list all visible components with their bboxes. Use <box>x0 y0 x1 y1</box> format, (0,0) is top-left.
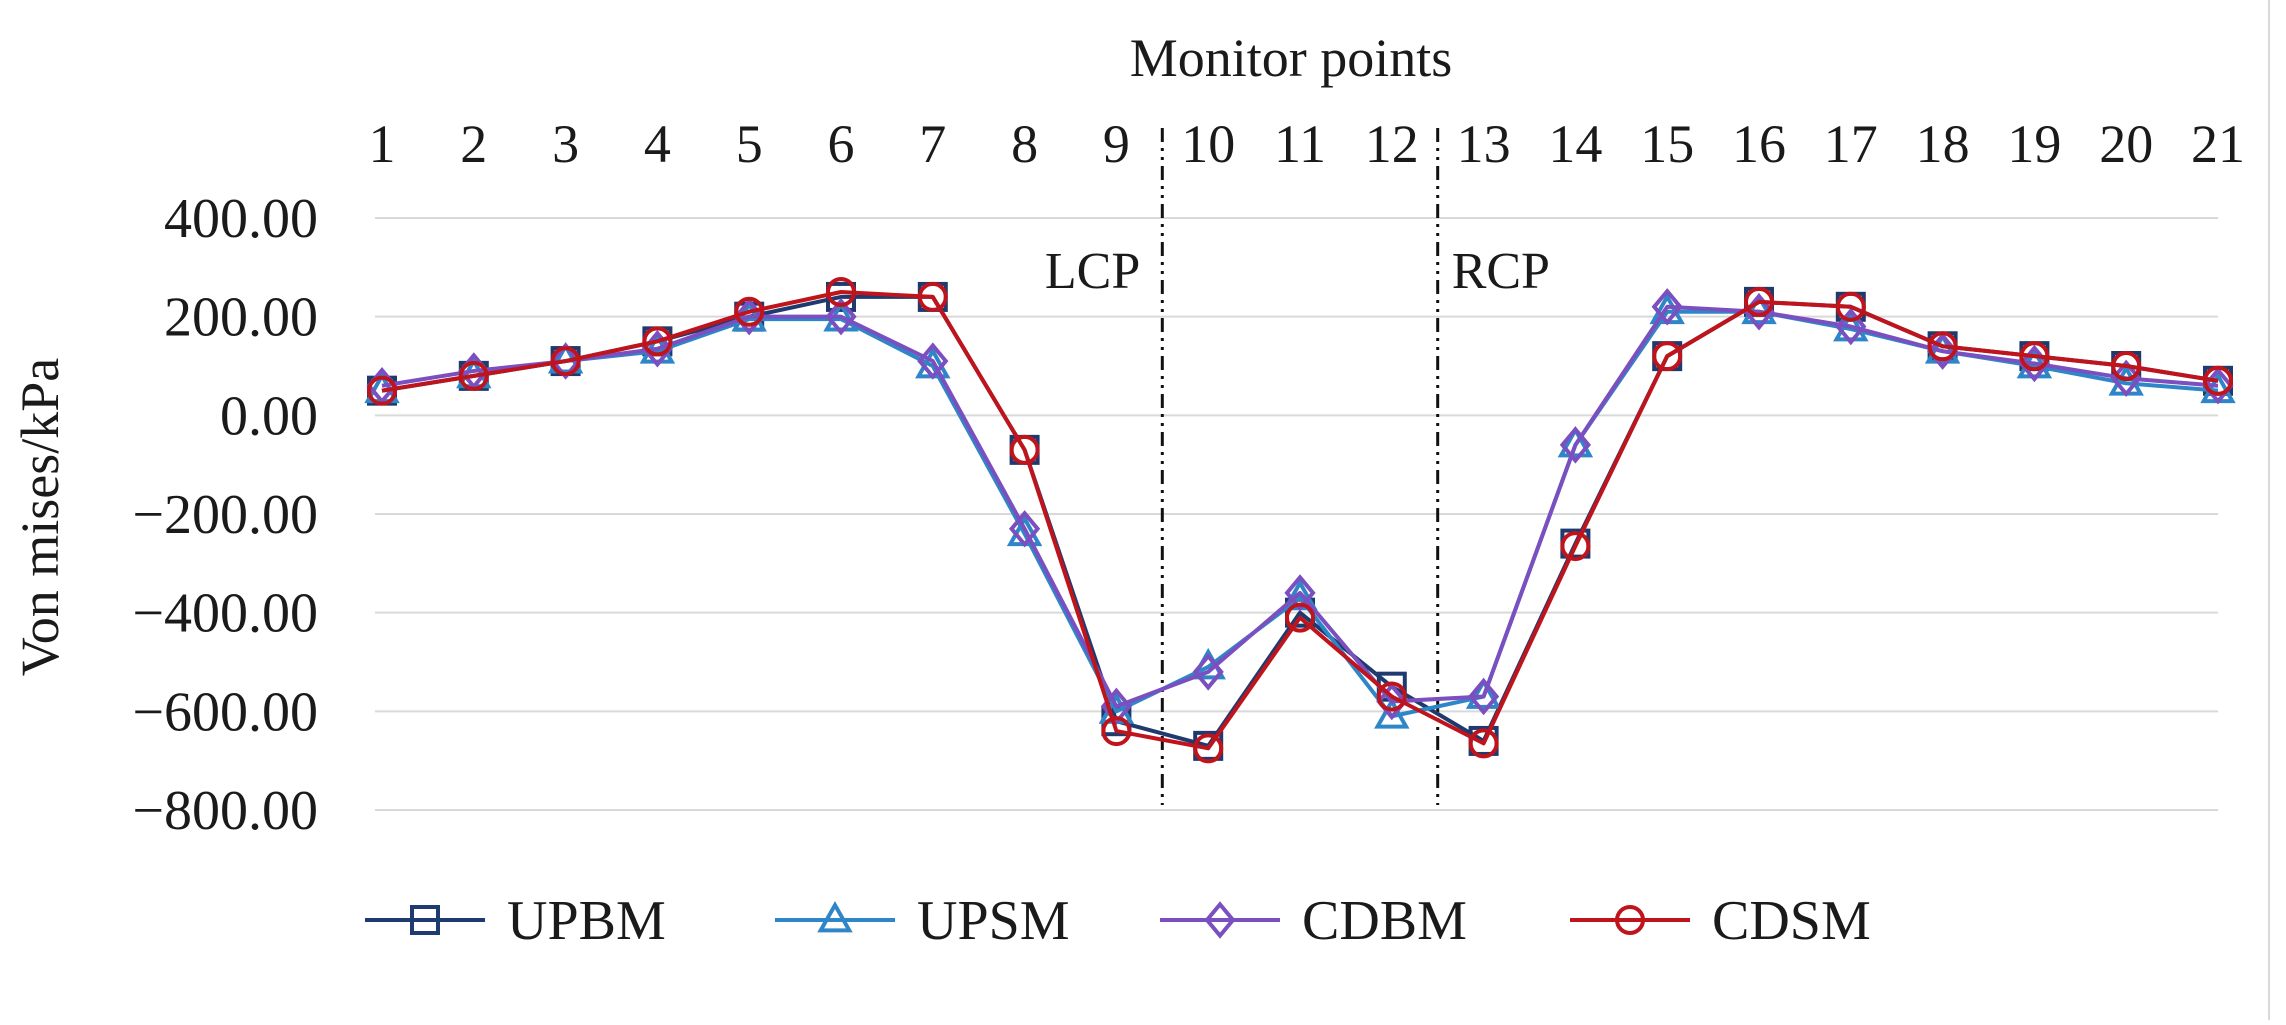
square-marker <box>410 905 440 935</box>
legend-label: CDSM <box>1712 890 1871 952</box>
x-tick-label: 3 <box>552 114 579 174</box>
legend-item-cdsm: CDSM <box>1570 890 1871 952</box>
diamond-marker <box>1651 288 1683 326</box>
legend: UPBM UPSM CDBM CDSM <box>365 890 1871 952</box>
legend-item-cdbm: CDBM <box>1160 890 1467 952</box>
circle-marker <box>2203 365 2233 396</box>
diamond-marker <box>825 297 857 336</box>
circle-marker <box>1835 291 1866 322</box>
x-tick-label: 21 <box>2191 114 2245 174</box>
x-tick-label: 5 <box>736 114 763 174</box>
x-tick-label: 10 <box>1181 114 1235 174</box>
y-tick-label: −200.00 <box>132 484 318 546</box>
diamond-marker <box>1008 510 1041 548</box>
circle-marker <box>1560 531 1591 562</box>
circle-marker <box>1285 602 1315 633</box>
x-tick-label: 9 <box>1103 114 1130 174</box>
annotation-label: RCP <box>1452 243 1550 300</box>
series-line <box>381 290 2219 751</box>
y-tick-label: 0.00 <box>220 385 318 447</box>
circle-marker <box>1101 716 1132 747</box>
y-tick-label: −400.00 <box>132 583 318 645</box>
x-tick-label: 15 <box>1640 114 1694 174</box>
grid-lines <box>375 217 2218 811</box>
triangle-marker <box>1465 677 1502 709</box>
circle-marker <box>2019 341 2050 372</box>
x-tick-label: 17 <box>1824 114 1878 174</box>
diamond-marker <box>549 342 582 380</box>
triangle-marker <box>817 900 853 933</box>
legend-label: UPSM <box>917 890 1070 952</box>
x-tick-label: 8 <box>1011 114 1038 174</box>
x-tick-label: 14 <box>1548 114 1602 174</box>
y-tick-label: 400.00 <box>164 188 318 250</box>
diamond-marker <box>1559 426 1592 464</box>
legend-label: UPBM <box>507 890 666 952</box>
annotation-label: LCP <box>1045 243 1140 300</box>
x-tick-label: 1 <box>369 114 396 174</box>
x-tick-label: 4 <box>644 114 671 174</box>
x-axis-title: Monitor points <box>1130 28 1453 88</box>
legend-label: CDBM <box>1302 890 1467 952</box>
plot-border <box>2268 0 2270 1020</box>
circle-marker <box>458 360 489 391</box>
circle-marker <box>1927 331 1958 362</box>
series-upsm <box>364 292 2236 729</box>
circle-marker <box>1376 681 1407 712</box>
x-tick-label: 19 <box>2007 114 2061 174</box>
triangle-marker <box>1374 697 1410 729</box>
circle-marker <box>917 281 948 312</box>
x-tick-label: 6 <box>828 114 855 174</box>
circle-marker <box>1193 733 1224 764</box>
circle-marker <box>1009 434 1040 465</box>
x-tick-label: 16 <box>1732 114 1786 174</box>
legend-item-upbm: UPBM <box>365 890 666 952</box>
y-tick-label: 200.00 <box>164 287 318 349</box>
diamond-marker <box>1284 574 1316 612</box>
y-tick-label: −800.00 <box>132 780 318 842</box>
legend-item-upsm: UPSM <box>775 890 1070 952</box>
y-tick-label: −600.00 <box>132 681 318 743</box>
series-cdsm <box>367 277 2233 764</box>
triangle-marker <box>1557 425 1594 458</box>
diamond-marker <box>1376 682 1408 721</box>
circle-marker <box>2111 351 2142 381</box>
x-tick-label: 13 <box>1457 114 1511 174</box>
circle-marker <box>1744 286 1774 317</box>
circle-marker <box>642 326 673 357</box>
x-tick-label: 12 <box>1365 114 1419 174</box>
diamond-marker <box>1192 653 1224 691</box>
circle-marker <box>1468 728 1499 759</box>
x-tick-label: 18 <box>1916 114 1970 174</box>
circle-marker <box>826 277 856 307</box>
circle-marker <box>367 375 397 406</box>
y-axis-title: Von mises/kPa <box>10 358 70 677</box>
series-lines <box>364 277 2236 764</box>
circle-marker <box>550 346 581 377</box>
x-tick-label: 2 <box>460 114 487 174</box>
circle-marker <box>1615 905 1645 935</box>
series-line <box>381 304 2219 709</box>
annotations: LCP RCP <box>1045 128 1550 805</box>
circle-marker <box>1652 341 1683 372</box>
x-tick-label: 20 <box>2099 114 2153 174</box>
x-tick-label: 7 <box>919 114 946 174</box>
diamond-marker <box>1204 901 1236 939</box>
diamond-marker <box>1835 307 1867 346</box>
diamond-marker <box>917 342 949 380</box>
x-tick-label: 11 <box>1274 114 1326 174</box>
y-tick-labels: 400.00 200.00 0.00 −200.00 −400.00 −600.00 −80… <box>132 188 318 842</box>
circle-marker <box>734 296 765 327</box>
diamond-marker <box>1467 677 1500 716</box>
x-tick-labels: 1 2 3 4 5 6 7 8 9 10 11 12 13 14 15 16 17 18 19 20 21 <box>369 114 2246 174</box>
